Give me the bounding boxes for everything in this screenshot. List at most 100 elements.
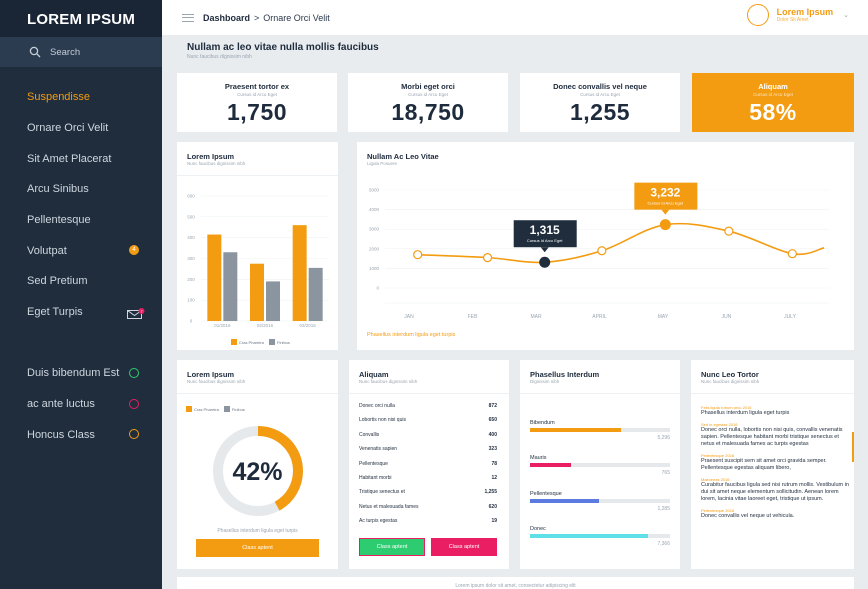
- page-footer: Lorem ipsum dolor sit amet, consectetur …: [177, 577, 854, 589]
- callout-value: 1,315: [530, 223, 560, 237]
- class-aptent-button-green[interactable]: Class aptent: [359, 538, 425, 556]
- sidebar-item-ornare[interactable]: Ornare Orci Velit: [0, 113, 162, 144]
- sidebar-item-suspendisse[interactable]: Suspendisse: [0, 82, 162, 113]
- user-menu[interactable]: Lorem Ipsum Dolor Sit Amet ⌄: [746, 4, 849, 26]
- status-ring-icon: [129, 368, 139, 378]
- list-label: Pellentesque: [359, 460, 388, 467]
- feed-text: Donec convallis vel neque ut vehicula.: [701, 513, 795, 519]
- list-value: 1,255: [484, 489, 497, 496]
- list-item: Ac turpis egestas 19: [359, 518, 497, 532]
- feed-item[interactable]: Sed in egestas 2016 Donec orci nulla, lob…: [701, 422, 849, 448]
- page-title: Nullam ac leo vitae nulla mollis faucibu…: [187, 42, 379, 53]
- status-ring-icon: [129, 429, 139, 440]
- progress-card: Phasellus Interdum Dignissim nibh Bibend…: [520, 360, 680, 569]
- bar: [266, 281, 280, 321]
- list-item: Lobortis non nisi quis 650: [359, 417, 497, 431]
- sidebar-item-honcus[interactable]: Honcus Class: [0, 419, 162, 450]
- sidebar-nav: Suspendisse Ornare Orci Velit Sit Amet P…: [0, 82, 162, 328]
- sidebar-item-label: Pellentesque: [27, 214, 91, 227]
- class-aptent-button-pink[interactable]: Class aptent: [431, 538, 497, 556]
- card-subtitle: Nunc faucibus dignissim nibh: [701, 379, 760, 384]
- list-value: 19: [491, 518, 497, 525]
- legend-label: Finibus: [231, 406, 245, 412]
- x-tick-label: JAN: [404, 314, 414, 320]
- list-label: Convallis: [359, 431, 380, 438]
- sidebar-item-sed-pretium[interactable]: Sed Pretium: [0, 266, 162, 297]
- sidebar-item-label: Suspendisse: [27, 91, 90, 104]
- breadcrumb-root[interactable]: Dashboard: [203, 12, 251, 23]
- user-name: Lorem Ipsum: [776, 7, 834, 17]
- stat-card: Donec convallis vel neque Cursus id Arcu…: [520, 73, 680, 132]
- card-title: Aliquam: [359, 370, 389, 379]
- sidebar-item-ac-ante[interactable]: ac ante luctus: [0, 389, 162, 420]
- feed-item[interactable]: Maecenas 2016 Curabitur faucibus ligula s…: [701, 477, 849, 503]
- menu-icon[interactable]: [182, 13, 194, 22]
- sidebar-item-duis[interactable]: Duis bibendum Est: [0, 358, 162, 389]
- sidebar-item-eget-turpis[interactable]: Eget Turpis 7: [0, 297, 162, 328]
- sidebar: LOREM IPSUM Search Suspendisse Ornare Or…: [0, 0, 162, 589]
- legend-swatch: [186, 406, 192, 412]
- card-title: Lorem Ipsum: [187, 152, 235, 161]
- donut-card: Lorem Ipsum Nunc faucibus dignissim nibh…: [177, 360, 338, 569]
- card-divider: [349, 393, 509, 394]
- y-tick-label: 100: [187, 298, 195, 303]
- value-list: Donec orci nulla 872 Lobortis non nisi qu…: [359, 403, 497, 533]
- y-tick-label: 3000: [369, 227, 380, 232]
- progress-value: 7,366: [657, 541, 670, 547]
- stat-title: Morbi eget orci: [401, 82, 455, 91]
- bar: [250, 263, 264, 321]
- chart-legend: Cras Pharetra Finibus: [186, 406, 245, 412]
- breadcrumb: Dashboard > Ornare Orci Velit: [203, 13, 330, 23]
- stat-value: 58%: [749, 99, 797, 125]
- sidebar-item-volutpat[interactable]: Volutpat 4: [0, 235, 162, 266]
- card-subtitle: Nunc faucibus dignissim nibh: [187, 379, 246, 384]
- sidebar-item-pellentesque[interactable]: Pellentesque: [0, 205, 162, 236]
- bar: [223, 252, 238, 321]
- sidebar-item-label: Eget Turpis: [27, 306, 83, 319]
- class-aptent-button[interactable]: Class aptent: [196, 539, 319, 557]
- progress-label: Mauris: [530, 455, 547, 461]
- sidebar-item-label: Honcus Class: [27, 428, 95, 441]
- card-title: Nunc Leo Tortor: [701, 370, 759, 379]
- card-subtitle: Nunc faucibus dignissim nibh: [359, 379, 418, 384]
- sidebar-item-sit-amet[interactable]: Sit Amet Placerat: [0, 143, 162, 174]
- list-label: Tristique senectus et: [359, 489, 405, 496]
- feed-item[interactable]: Pellentesque 2016 Praesent suscipit sem s…: [701, 453, 849, 472]
- sidebar-secondary-nav: Duis bibendum Est ac ante luctus Honcus …: [0, 358, 162, 450]
- y-tick-label: 200: [187, 277, 195, 282]
- feed-item[interactable]: Felis ligula rutrum arcu 2016 Phasellus i…: [701, 405, 849, 417]
- feed-item[interactable]: Pellentesque 2016 Donec convallis vel neq…: [701, 508, 849, 520]
- stat-card-highlight: Aliquam Cursus id Arcu Eget 58%: [692, 73, 854, 132]
- list-item: Donec orci nulla 872: [359, 403, 497, 417]
- progress-value: 5,296: [657, 435, 670, 441]
- stat-subtitle: Cursus id Arcu Eget: [237, 92, 277, 97]
- x-tick-label: MAY: [658, 314, 669, 320]
- list-item: Netus et malesuada fames 620: [359, 504, 497, 518]
- data-point: [482, 253, 493, 263]
- chevron-down-icon: ⌄: [843, 12, 849, 19]
- scrollbar[interactable]: [852, 432, 854, 462]
- x-tick-label: 01/2016: [214, 323, 231, 328]
- y-tick-label: 2000: [369, 246, 380, 251]
- x-tick-label: JUN: [722, 314, 732, 320]
- callout-box: [634, 182, 698, 210]
- callout-pointer: [540, 247, 549, 253]
- donut-slice: [213, 426, 303, 516]
- legend-swatch: [231, 339, 237, 345]
- feed-text: Praesent suscipit sem sit amet orci grav…: [701, 458, 827, 471]
- stat-value: 18,750: [391, 99, 465, 125]
- y-tick-label: 1000: [369, 266, 380, 271]
- sidebar-item-label: Duis bibendum Est: [27, 367, 120, 380]
- list-label: Netus et malesuada fames: [359, 503, 419, 510]
- search-input[interactable]: Search: [0, 37, 162, 67]
- callout-label: Cursus Id Arcu Eget: [648, 201, 684, 206]
- y-tick-label: 600: [187, 194, 195, 199]
- app-logo: LOREM IPSUM: [0, 0, 162, 37]
- feed-text: Donec orci nulla, lobortis non nisi quis…: [701, 427, 843, 447]
- legend-label: Finibus: [277, 340, 290, 345]
- feed-date: Pellentesque 2016: [701, 508, 735, 513]
- feed-date: Pellentesque 2016: [701, 453, 735, 458]
- stat-title: Praesent tortor ex: [224, 82, 290, 91]
- card-subtitle: Ligula Posuere: [367, 161, 398, 166]
- sidebar-item-arcu[interactable]: Arcu Sinibus: [0, 174, 162, 205]
